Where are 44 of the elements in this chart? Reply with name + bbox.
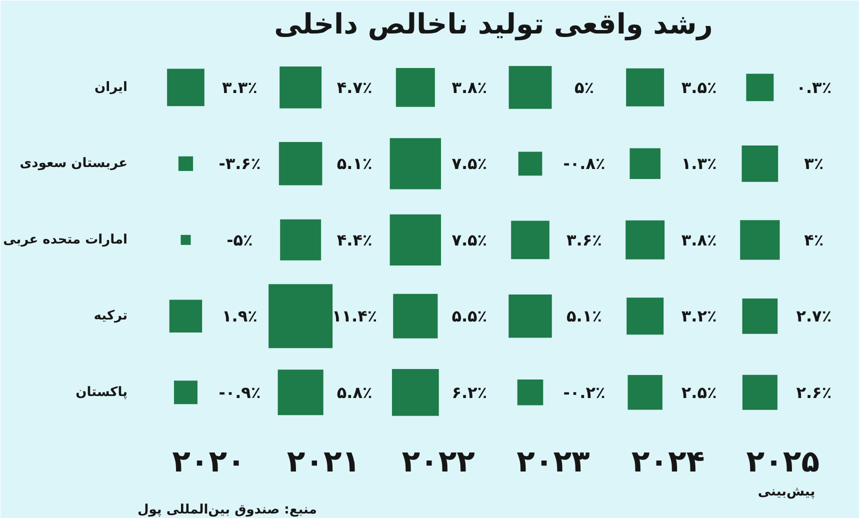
y-tick-label: پاکستان: [76, 384, 128, 400]
data-label: ۵.۸٪: [336, 382, 372, 402]
data-label: ۳.۵٪: [681, 78, 717, 97]
x-tick-label: ۲۰۲۰: [172, 444, 246, 480]
data-label: ۰.۳٪: [796, 78, 832, 97]
data-label: ۳.۸٪: [452, 78, 488, 97]
x-tick-label: ۲۰۲۵: [746, 444, 820, 480]
data-label: ۵.۵٪: [452, 306, 488, 326]
data-label: ۳.۶٪: [566, 230, 602, 250]
data-label: ۵.۱٪: [336, 154, 372, 174]
x-tick-label: ۲۰۲۴: [631, 444, 705, 480]
data-label: ۱.۳٪: [681, 154, 717, 174]
data-label: ۳.۸٪: [681, 230, 717, 250]
data-label: ۷.۵٪: [452, 154, 488, 174]
data-label: ۶.۲٪: [452, 382, 488, 402]
y-tick-label: ایران: [94, 80, 128, 95]
chart-title: رشد واقعی تولید ناخالص داخلی: [274, 8, 713, 40]
data-label: ۴٪: [804, 230, 824, 250]
x-tick-label: ۲۰۲۱: [286, 444, 360, 480]
data-label: ۳.۲٪: [681, 306, 717, 326]
data-label: ۲.۶٪: [796, 382, 832, 402]
data-label: ۲.۵٪: [681, 382, 717, 402]
data-label: -۰.۸٪: [563, 154, 606, 174]
x-tick-label: ۲۰۲۲: [402, 444, 476, 480]
data-label: ۴.۴٪: [336, 230, 372, 250]
data-label: -۵٪: [226, 230, 253, 250]
y-tick-label: عربستان سعودی: [20, 156, 128, 172]
data-label: ۲.۷٪: [796, 306, 832, 326]
data-label: ۷.۵٪: [452, 230, 488, 250]
data-label: ۵٪: [574, 78, 594, 97]
y-tick-label: امارات متحده عربی: [3, 232, 128, 248]
data-label: ۳٪: [804, 154, 824, 174]
y-tick-label: ترکیه: [94, 308, 128, 324]
data-label: ۱۱.۴٪: [332, 306, 378, 326]
data-label: ۵.۱٪: [566, 306, 602, 326]
data-label: ۳.۳٪: [222, 78, 258, 97]
data-label: -۰.۹٪: [218, 382, 261, 402]
text: پیش‌بینی: [758, 484, 816, 500]
text: منبع: صندوق بین‌المللی پول: [138, 502, 317, 518]
data-label: ۴.۷٪: [336, 78, 372, 97]
x-tick-label: ۲۰۲۳: [516, 444, 590, 480]
data-label: -۳.۶٪: [218, 154, 261, 174]
data-label: -۰.۲٪: [563, 382, 606, 402]
data-label: ۱.۹٪: [222, 306, 258, 326]
